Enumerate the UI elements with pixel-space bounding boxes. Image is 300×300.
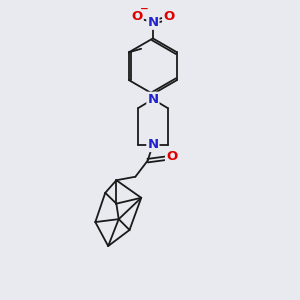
Text: N: N <box>147 138 158 151</box>
Text: N: N <box>147 93 158 106</box>
Text: O: O <box>166 150 177 163</box>
Text: N: N <box>147 16 158 29</box>
Text: −: − <box>140 4 148 14</box>
Text: O: O <box>163 10 174 23</box>
Text: O: O <box>131 10 143 23</box>
